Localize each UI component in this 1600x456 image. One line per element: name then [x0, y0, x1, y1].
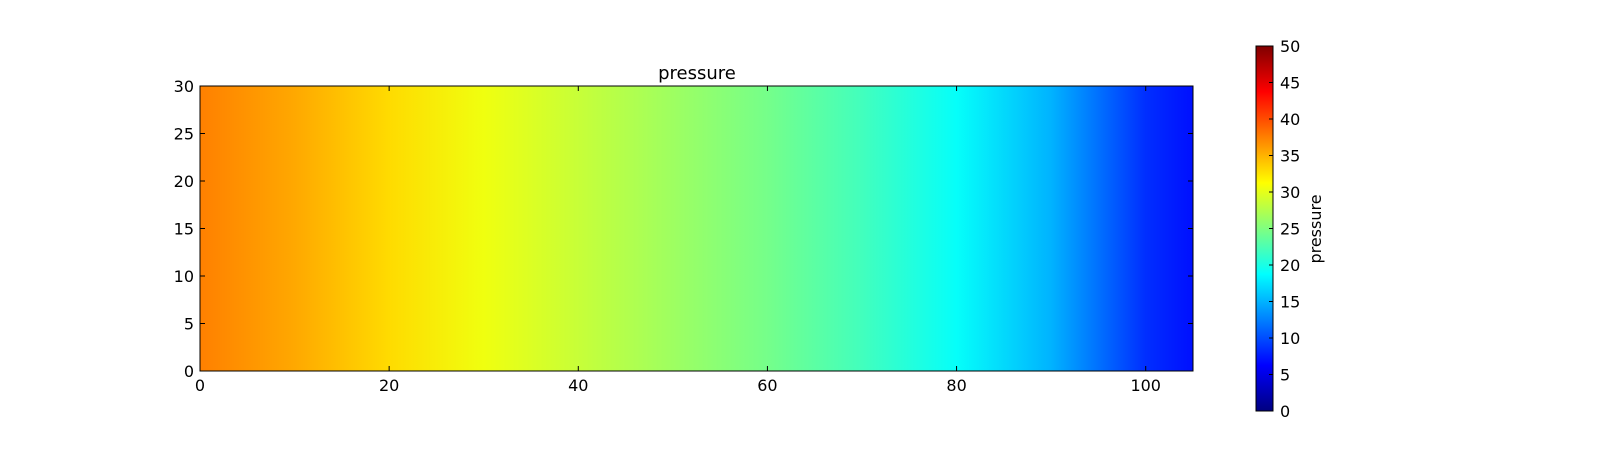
x-tick-label: 40 — [568, 376, 588, 395]
x-axis: 0 20 40 60 80 100 — [195, 86, 1161, 395]
colorbar-tick-label: 15 — [1280, 293, 1300, 312]
y-tick-label: 25 — [174, 125, 194, 144]
x-tick-label: 60 — [757, 376, 777, 395]
x-tick-label: 80 — [946, 376, 966, 395]
y-tick-label: 5 — [184, 315, 194, 334]
x-tick-label: 0 — [195, 376, 205, 395]
x-tick-label: 20 — [379, 376, 399, 395]
chart-title: pressure — [658, 63, 736, 84]
y-tick-label: 0 — [184, 362, 194, 381]
colorbar-tick-label: 10 — [1280, 329, 1300, 348]
colorbar-tick-label: 35 — [1280, 147, 1300, 166]
colorbar — [1256, 46, 1273, 411]
colorbar-axis: 0 5 10 15 20 25 30 35 40 45 50 — [1269, 37, 1300, 421]
colorbar-tick-label: 45 — [1280, 74, 1300, 93]
colorbar-tick-label: 50 — [1280, 37, 1300, 56]
x-tick-label: 100 — [1130, 376, 1161, 395]
y-tick-label: 15 — [174, 220, 194, 239]
heatmap-field — [200, 86, 1193, 371]
y-tick-label: 20 — [174, 172, 194, 191]
colorbar-tick-label: 25 — [1280, 220, 1300, 239]
y-tick-label: 10 — [174, 267, 194, 286]
colorbar-tick-label: 5 — [1280, 366, 1290, 385]
y-axis: 0 5 10 15 20 25 30 — [174, 77, 1193, 381]
colorbar-label: pressure — [1306, 194, 1325, 263]
colorbar-tick-label: 40 — [1280, 110, 1300, 129]
y-tick-label: 30 — [174, 77, 194, 96]
colorbar-tick-label: 20 — [1280, 256, 1300, 275]
colorbar-tick-label: 30 — [1280, 183, 1300, 202]
colorbar-tick-label: 0 — [1280, 402, 1290, 421]
